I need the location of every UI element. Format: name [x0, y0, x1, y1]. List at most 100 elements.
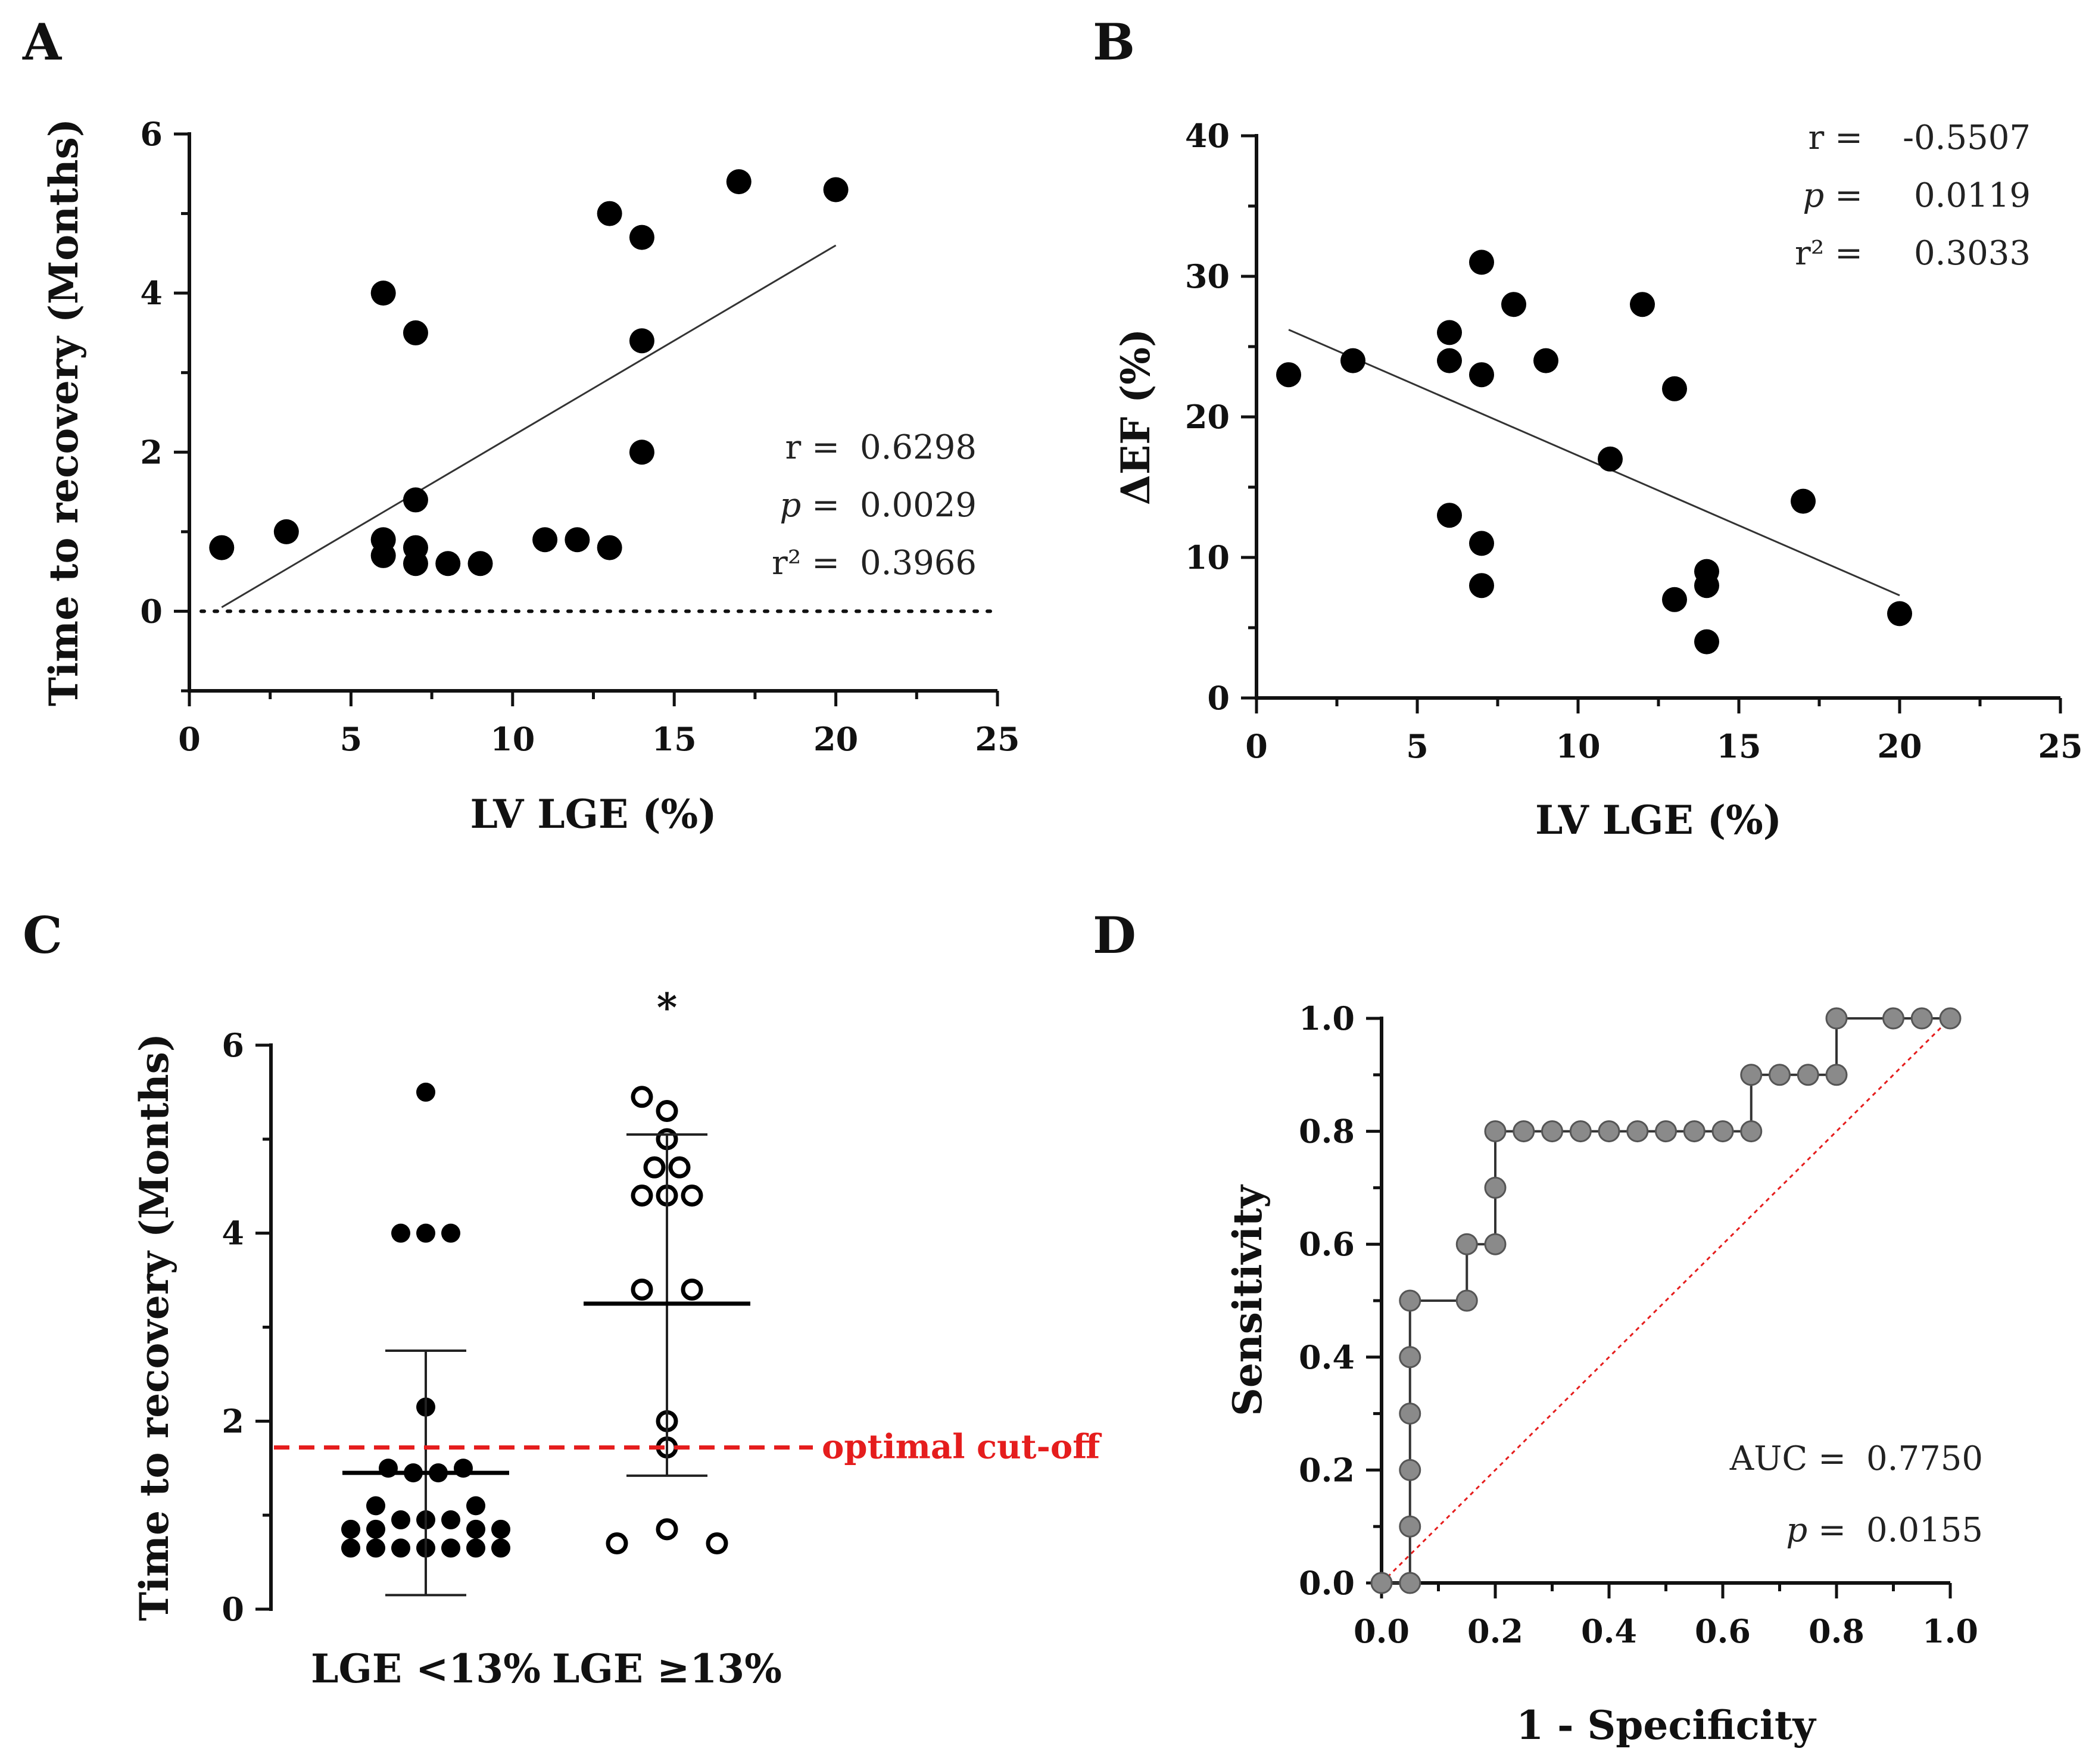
roc-point — [1399, 1458, 1421, 1481]
panel-a: A 0 5 10 15 20 25 0 2 4 6 LV LGE (%) Time to recover… — [22, 13, 1020, 837]
data-point — [1791, 488, 1816, 514]
y-tick-label: 0 — [140, 592, 163, 630]
stat-label: p = — [1803, 176, 1863, 215]
data-point — [416, 1223, 435, 1243]
roc-point — [1740, 1120, 1763, 1143]
x-tick-label: 0.6 — [1695, 1612, 1751, 1650]
stat-label: r² = — [772, 544, 840, 582]
data-point — [606, 1532, 628, 1555]
panel-d: D 0.0 0.2 0.4 0.6 0.8 1.0 0.0 0.2 0.4 0.6 0.8 1.0 1 -… — [1093, 906, 1983, 1749]
data-point — [435, 551, 461, 576]
data-point — [391, 1223, 410, 1243]
y-tick-label: 2 — [222, 1402, 244, 1440]
y-tick-label: 20 — [1185, 398, 1230, 436]
y-tick-label: 4 — [140, 274, 163, 312]
data-point — [209, 535, 235, 560]
roc-point — [1399, 1289, 1421, 1312]
data-point — [441, 1538, 460, 1558]
y-tick-label: 4 — [222, 1214, 244, 1252]
roc-point — [1399, 1515, 1421, 1538]
data-point — [668, 1156, 691, 1179]
data-point — [273, 519, 299, 544]
stat-value: 0.0119 — [1914, 176, 2031, 215]
data-point — [441, 1510, 460, 1530]
roc-point — [1825, 1064, 1848, 1086]
roc-point — [1825, 1007, 1848, 1030]
data-point — [370, 281, 396, 306]
x-tick-label: 15 — [1716, 727, 1761, 765]
data-point — [1533, 348, 1558, 373]
x-tick-label: 20 — [813, 720, 858, 758]
data-point — [466, 1519, 485, 1539]
roc-point — [1939, 1007, 1962, 1030]
x-tick-label: 25 — [2038, 727, 2082, 765]
panel-label: B — [1093, 13, 1135, 71]
data-point — [1437, 320, 1462, 345]
x-axis-title: LV LGE (%) — [1535, 797, 1782, 843]
roc-point — [1655, 1120, 1677, 1143]
data-point — [341, 1538, 360, 1558]
panel-label: A — [22, 13, 63, 71]
data-point — [532, 527, 558, 553]
x-tick-label: 10 — [490, 720, 535, 758]
y-tick-label: 0.0 — [1299, 1564, 1355, 1602]
chance-diagonal — [1380, 1017, 1951, 1584]
data-point — [403, 551, 428, 576]
y-tick-label: 10 — [1185, 538, 1230, 576]
stat-value: 0.3966 — [860, 544, 977, 582]
roc-point — [1455, 1289, 1478, 1312]
data-point — [1598, 446, 1623, 472]
data-point — [823, 177, 849, 202]
data-point — [631, 1185, 653, 1207]
data-point — [565, 527, 590, 553]
data-point — [391, 1510, 410, 1530]
stat-label: r = — [1809, 119, 1863, 157]
data-point — [656, 1099, 678, 1122]
stat-value: -0.5507 — [1903, 119, 2031, 157]
data-point — [466, 1538, 485, 1558]
x-tick-label: 20 — [1877, 727, 1922, 765]
data-point — [597, 535, 622, 560]
data-point — [1662, 587, 1687, 612]
data-point — [1469, 573, 1494, 599]
data-point — [1694, 629, 1719, 655]
data-point — [366, 1496, 385, 1516]
data-point — [1694, 573, 1719, 599]
regression-line — [1288, 329, 1900, 597]
x-tick-label: 0.8 — [1809, 1612, 1864, 1650]
y-axis-title: ΔEF (%) — [1112, 329, 1159, 506]
data-point — [629, 440, 654, 465]
x-tick-label: 1.0 — [1922, 1612, 1978, 1650]
y-tick-label: 30 — [1185, 257, 1230, 295]
y-tick-label: 0.4 — [1299, 1338, 1355, 1376]
roc-point — [1769, 1064, 1791, 1086]
roc-point — [1882, 1007, 1904, 1030]
y-tick-label: 0.6 — [1299, 1225, 1355, 1263]
data-point — [597, 201, 622, 226]
x-tick-label: 0 — [1245, 727, 1268, 765]
data-point — [631, 1086, 653, 1108]
y-tick-label: 40 — [1185, 117, 1230, 155]
y-tick-label: 0 — [1207, 679, 1230, 717]
cutoff-label: optimal cut-off — [822, 1428, 1102, 1467]
data-point — [366, 1538, 385, 1558]
y-axis-title: Time to recovery (Months) — [40, 119, 87, 706]
stat-value: 0.3033 — [1914, 234, 2031, 273]
y-tick-label: 6 — [222, 1026, 244, 1064]
stat-label: AUC = — [1729, 1439, 1846, 1478]
stat-value: 0.0029 — [860, 486, 977, 525]
data-point — [403, 320, 428, 345]
data-point — [726, 169, 752, 195]
stat-value: 0.6298 — [860, 428, 977, 467]
roc-point — [1484, 1120, 1507, 1143]
stat-value: 0.0155 — [1866, 1511, 1983, 1550]
roc-point — [1569, 1120, 1592, 1143]
data-point — [391, 1538, 410, 1558]
data-point — [1662, 376, 1687, 401]
data-point — [1501, 292, 1526, 317]
data-point — [706, 1532, 728, 1555]
roc-point — [1711, 1120, 1734, 1143]
roc-point — [1399, 1572, 1421, 1594]
roc-point — [1541, 1120, 1563, 1143]
significance-marker: * — [657, 984, 678, 1031]
